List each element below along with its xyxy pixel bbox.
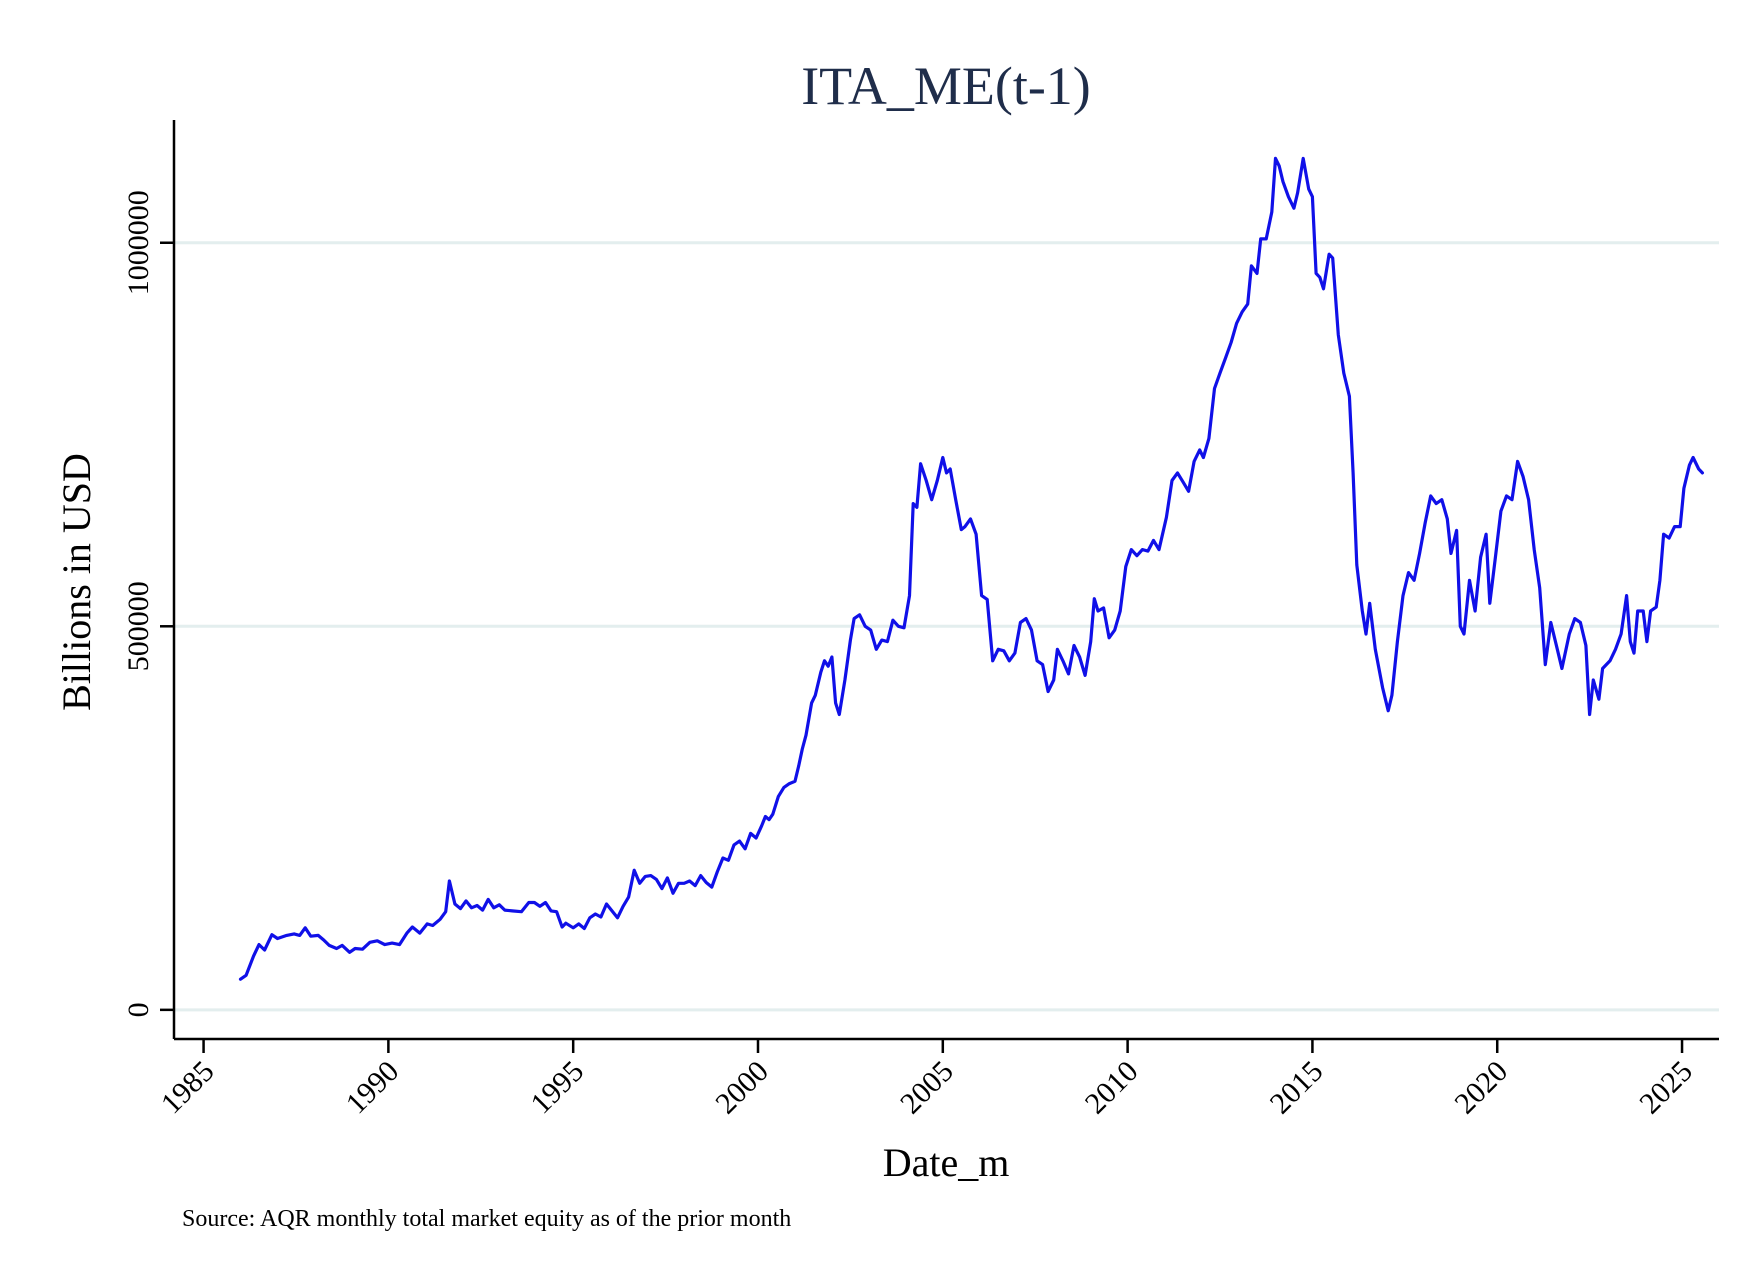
x-tick-label-1: 1990 [340,1055,406,1121]
y-tick-label-2: 1000000 [122,190,155,295]
x-tick-label-4: 2005 [894,1055,960,1121]
y-axis-label: Billions in USD [54,453,99,711]
axes [160,120,1719,1053]
x-tick-label-3: 2000 [709,1055,775,1121]
tick-labels: 0 500000 1000000 1985 1990 1995 2000 2005 2010 20… [122,190,1699,1120]
x-tick-label-7: 2020 [1448,1055,1514,1121]
x-tick-label-6: 2015 [1264,1055,1330,1121]
x-tick-label-0: 1985 [155,1055,221,1121]
series-line-0 [238,156,1704,981]
chart-title: ITA_ME(t-1) [801,56,1091,116]
x-tick-label-5: 2010 [1079,1055,1145,1121]
y-tick-label-0: 0 [122,1002,155,1017]
x-tick-label-8: 2025 [1633,1055,1699,1121]
gridlines [174,241,1719,1012]
source-note: Source: AQR monthly total market equity … [182,1206,791,1232]
y-tick-label-1: 500000 [122,581,155,671]
x-axis-label: Date_m [883,1140,1010,1185]
x-tick-label-2: 1995 [524,1055,590,1121]
series-layer [238,156,1704,981]
